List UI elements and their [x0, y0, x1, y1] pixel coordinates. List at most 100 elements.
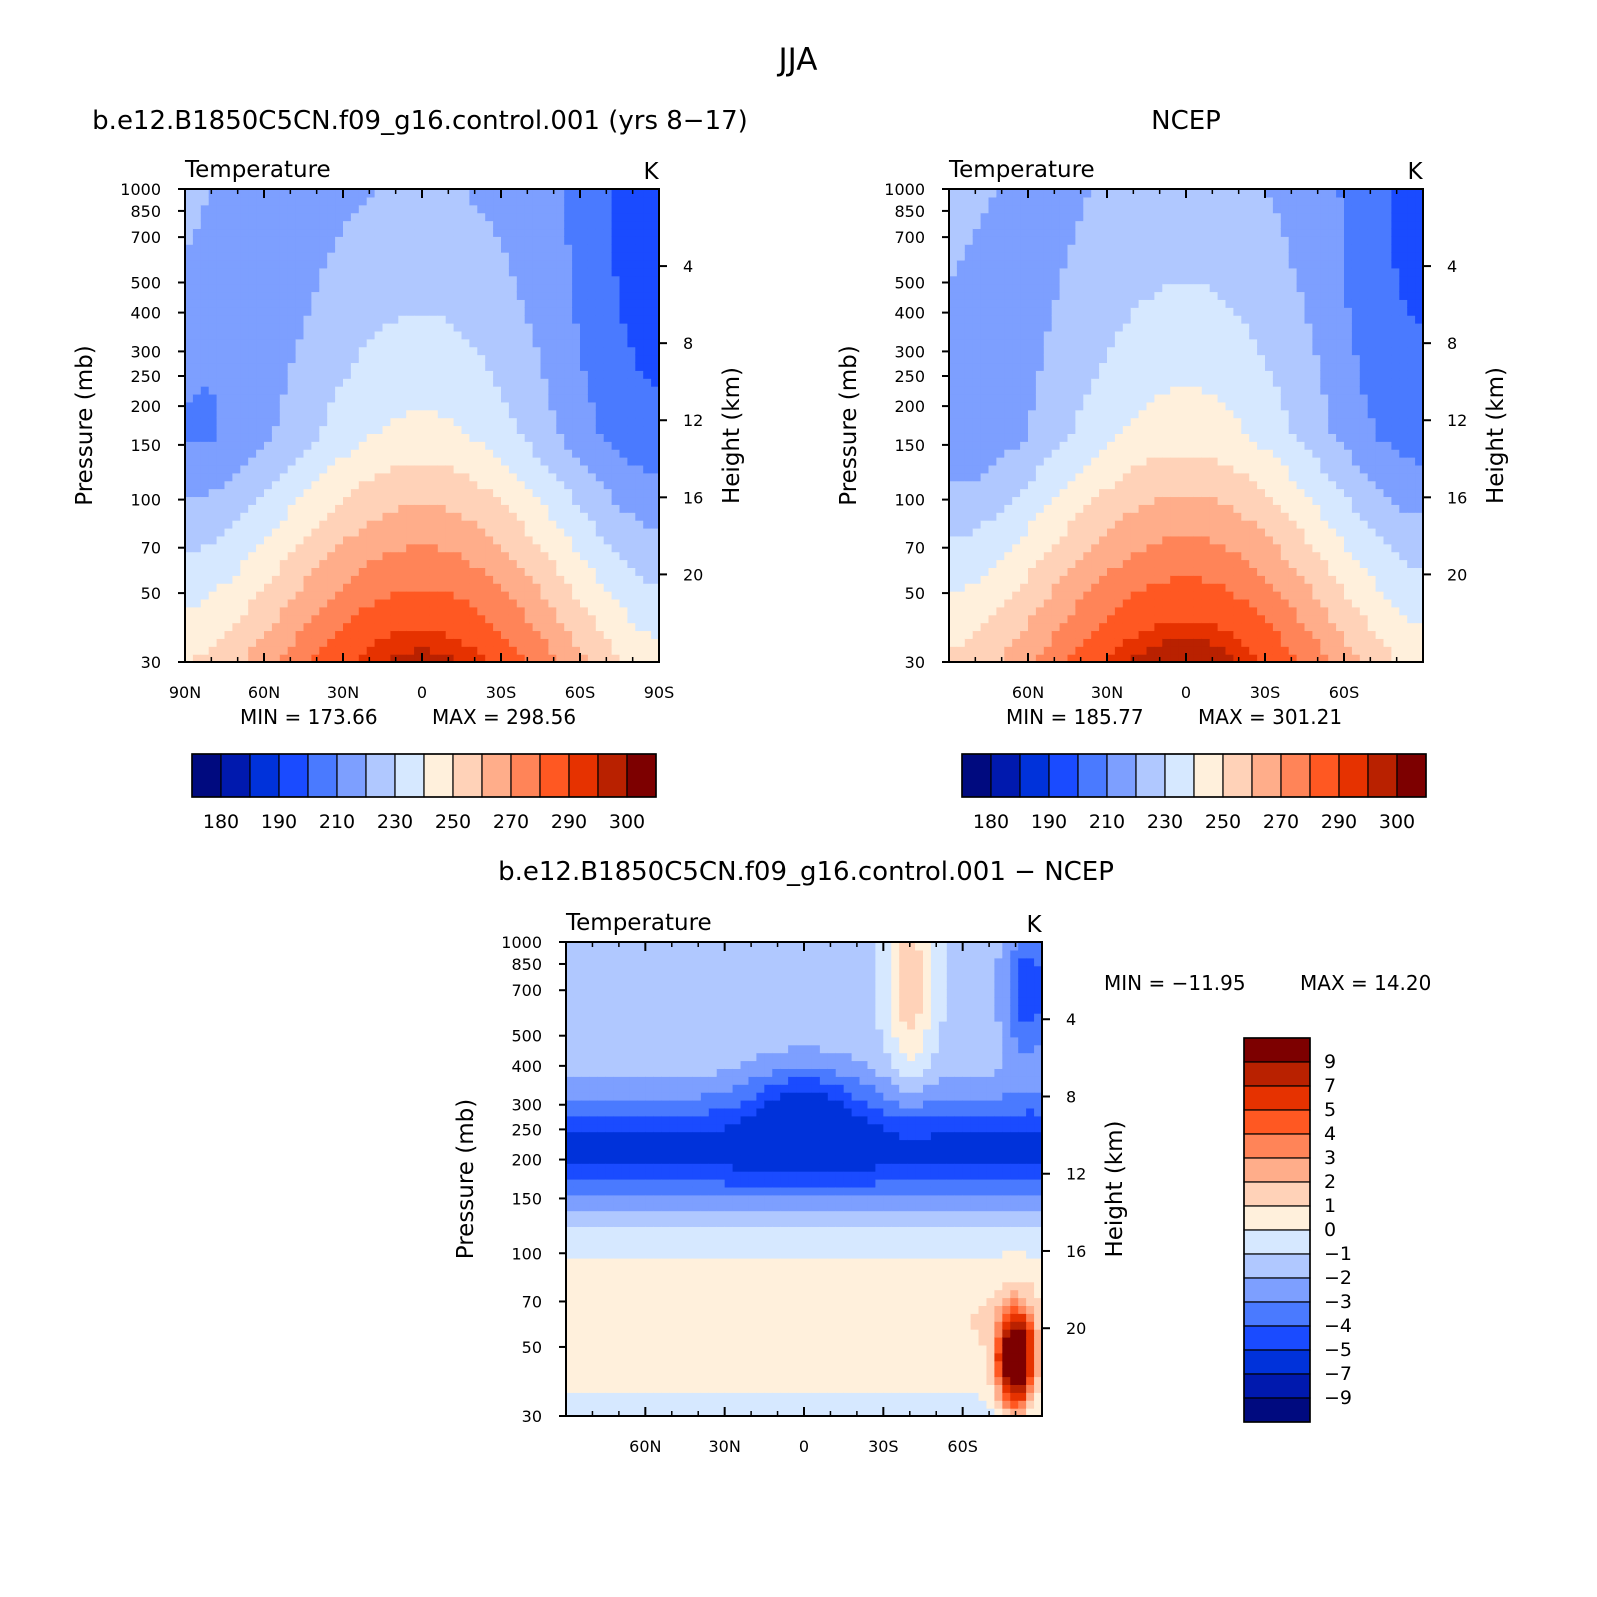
heatmap-cell — [224, 196, 233, 206]
heatmap-cell — [192, 654, 202, 663]
heatmap-cell — [595, 401, 605, 411]
heatmap-cell — [524, 472, 534, 482]
heatmap-cell — [279, 614, 289, 624]
heatmap-cell — [453, 189, 463, 198]
heatmap-cell — [1020, 575, 1029, 584]
heatmap-cell — [1114, 417, 1124, 427]
heatmap-cell — [437, 425, 447, 434]
heatmap-cell — [256, 236, 265, 245]
heatmap-cell — [1020, 567, 1029, 576]
heatmap-cell — [366, 441, 376, 450]
heatmap-cell — [964, 244, 974, 253]
heatmap-cell — [595, 362, 605, 371]
heatmap-cell — [1043, 480, 1053, 490]
heatmap-cell — [1028, 543, 1037, 553]
heatmap-cell — [350, 654, 360, 663]
heatmap-cell — [524, 425, 534, 434]
heatmap-cell — [1114, 527, 1124, 537]
heatmap-cell — [1114, 591, 1124, 600]
heatmap-cell — [398, 354, 407, 364]
heatmap-cell — [996, 520, 1005, 529]
heatmap-cell — [200, 291, 210, 300]
heatmap-cell — [437, 606, 447, 616]
heatmap-cell — [1083, 220, 1092, 230]
heatmap-cell — [1043, 622, 1053, 632]
heatmap-cell — [445, 323, 455, 332]
heatmap-cell — [651, 646, 660, 655]
heatmap-cell — [972, 393, 982, 403]
heatmap-cell — [350, 275, 360, 285]
heatmap-cell — [627, 504, 636, 513]
heatmap-cell — [619, 441, 628, 450]
heatmap-cell — [224, 646, 233, 655]
y-tick-label: 150 — [130, 436, 161, 455]
heatmap-cell — [516, 496, 526, 505]
heatmap-cell — [287, 520, 297, 529]
heatmap-cell — [295, 401, 305, 411]
heatmap-cell — [1035, 472, 1045, 482]
heatmap-cell — [1028, 464, 1037, 474]
heatmap-cell — [192, 299, 202, 308]
heatmap-cell — [1083, 543, 1092, 553]
heatmap-cell — [279, 535, 289, 545]
heatmap-cell — [540, 646, 549, 655]
heatmap-cell — [1107, 630, 1116, 639]
heatmap-cell — [524, 551, 534, 561]
heatmap-cell — [972, 441, 982, 450]
heatmap-cell — [287, 464, 297, 474]
heatmap-cell — [264, 275, 273, 285]
heatmap-cell — [350, 315, 360, 324]
heatmap-cell — [595, 283, 605, 293]
heatmap-cell — [453, 370, 463, 379]
heatmap-cell — [548, 567, 557, 576]
heatmap-cell — [580, 354, 589, 364]
heatmap-cell — [185, 259, 194, 269]
heatmap-cell — [564, 630, 573, 639]
heatmap-cell — [572, 654, 581, 663]
heatmap-cell — [1083, 252, 1092, 261]
heatmap-cell — [327, 212, 336, 222]
heatmap-cell — [972, 204, 982, 214]
heatmap-cell — [564, 638, 573, 647]
heatmap-cell — [311, 630, 320, 639]
heatmap-cell — [1035, 575, 1045, 584]
heatmap-cell — [192, 401, 202, 411]
heatmap-cell — [485, 330, 494, 340]
heatmap-cell — [406, 496, 415, 505]
heatmap-cell — [382, 259, 391, 269]
heatmap-cell — [185, 409, 194, 419]
heatmap-cell — [595, 464, 605, 474]
heatmap-cell — [311, 236, 320, 245]
heatmap-cell — [1059, 614, 1069, 624]
heatmap-cell — [461, 338, 470, 348]
heatmap-cell — [240, 409, 249, 419]
heatmap-cell — [1012, 189, 1021, 198]
heatmap-cell — [1035, 457, 1045, 466]
heatmap-cell — [643, 551, 652, 561]
heatmap-cell — [414, 598, 423, 608]
heatmap-cell — [390, 583, 399, 592]
heatmap-cell — [192, 189, 202, 198]
heatmap-cell — [532, 401, 542, 411]
heatmap-cell — [595, 441, 605, 450]
heatmap-cell — [303, 646, 312, 655]
heatmap-cell — [635, 464, 644, 474]
heatmap-cell — [651, 307, 660, 316]
heatmap-cell — [532, 307, 542, 316]
heatmap-cell — [335, 433, 344, 442]
heatmap-cell — [477, 346, 486, 356]
heatmap-cell — [643, 591, 652, 600]
heatmap-cell — [406, 323, 415, 332]
heatmap-cell — [358, 622, 368, 632]
heatmap-cell — [406, 622, 415, 632]
heatmap-cell — [627, 496, 636, 505]
heatmap-cell — [580, 488, 589, 498]
heatmap-cell — [224, 307, 233, 316]
heatmap-cell — [1043, 370, 1053, 379]
heatmap-cell — [485, 228, 494, 237]
heatmap-cell — [343, 457, 352, 466]
heatmap-cell — [469, 575, 478, 584]
heatmap-cell — [595, 370, 605, 379]
heatmap-cell — [232, 393, 241, 403]
heatmap-cell — [271, 630, 281, 639]
